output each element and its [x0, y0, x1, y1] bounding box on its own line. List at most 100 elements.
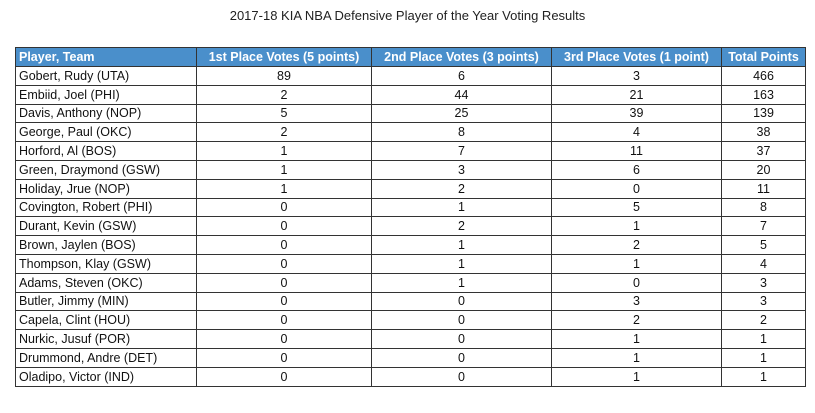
- value-cell: 11: [721, 178, 806, 199]
- value-cell: 0: [196, 272, 372, 293]
- value-cell: 6: [371, 66, 552, 86]
- player-cell: Embiid, Joel (PHI): [15, 84, 197, 105]
- value-cell: 0: [196, 366, 372, 387]
- value-cell: 3: [551, 66, 722, 86]
- value-cell: 20: [721, 159, 806, 180]
- value-cell: 1: [551, 347, 722, 368]
- value-cell: 1: [196, 178, 372, 199]
- table-row: Holiday, Jrue (NOP) 1 2 0 11: [15, 178, 806, 199]
- value-cell: 0: [371, 366, 552, 387]
- player-cell: Butler, Jimmy (MIN): [15, 291, 197, 312]
- table-row: Adams, Steven (OKC) 0 1 0 3: [15, 272, 806, 293]
- value-cell: 3: [551, 291, 722, 312]
- value-cell: 0: [196, 253, 372, 274]
- player-cell: Brown, Jaylen (BOS): [15, 235, 197, 255]
- value-cell: 2: [196, 84, 372, 105]
- player-cell: Covington, Robert (PHI): [15, 197, 197, 218]
- table-row: Covington, Robert (PHI) 0 1 5 8: [15, 197, 806, 218]
- value-cell: 37: [721, 141, 806, 161]
- value-cell: 163: [721, 84, 806, 105]
- value-cell: 2: [371, 216, 552, 237]
- value-cell: 5: [721, 235, 806, 255]
- value-cell: 0: [371, 291, 552, 312]
- player-cell: George, Paul (OKC): [15, 122, 197, 143]
- value-cell: 139: [721, 103, 806, 124]
- value-cell: 0: [371, 310, 552, 331]
- value-cell: 1: [721, 347, 806, 368]
- value-cell: 21: [551, 84, 722, 105]
- value-cell: 8: [371, 122, 552, 143]
- value-cell: 1: [371, 235, 552, 255]
- value-cell: 4: [551, 122, 722, 143]
- value-cell: 1: [721, 329, 806, 349]
- value-cell: 1: [551, 329, 722, 349]
- value-cell: 2: [196, 122, 372, 143]
- table-row: Brown, Jaylen (BOS) 0 1 2 5: [15, 235, 806, 255]
- value-cell: 1: [371, 197, 552, 218]
- table-row: Thompson, Klay (GSW) 0 1 1 4: [15, 253, 806, 274]
- column-header: Total Points: [721, 47, 806, 67]
- value-cell: 0: [196, 310, 372, 331]
- value-cell: 38: [721, 122, 806, 143]
- player-cell: Nurkic, Jusuf (POR): [15, 329, 197, 349]
- value-cell: 466: [721, 66, 806, 86]
- player-cell: Adams, Steven (OKC): [15, 272, 197, 293]
- value-cell: 1: [196, 159, 372, 180]
- value-cell: 1: [551, 366, 722, 387]
- table-row: Davis, Anthony (NOP) 5 25 39 139: [15, 103, 806, 124]
- table-row: Nurkic, Jusuf (POR) 0 0 1 1: [15, 329, 806, 349]
- player-cell: Gobert, Rudy (UTA): [15, 66, 197, 86]
- column-header: 1st Place Votes (5 points): [196, 47, 372, 67]
- player-cell: Oladipo, Victor (IND): [15, 366, 197, 387]
- value-cell: 3: [721, 272, 806, 293]
- value-cell: 11: [551, 141, 722, 161]
- table-row: Embiid, Joel (PHI) 2 44 21 163: [15, 84, 806, 105]
- column-header: Player, Team: [15, 47, 197, 67]
- player-cell: Drummond, Andre (DET): [15, 347, 197, 368]
- value-cell: 3: [371, 159, 552, 180]
- table-row: Green, Draymond (GSW) 1 3 6 20: [15, 159, 806, 180]
- value-cell: 8: [721, 197, 806, 218]
- player-cell: Horford, Al (BOS): [15, 141, 197, 161]
- table-row: Capela, Clint (HOU) 0 0 2 2: [15, 310, 806, 331]
- value-cell: 1: [196, 141, 372, 161]
- value-cell: 44: [371, 84, 552, 105]
- value-cell: 39: [551, 103, 722, 124]
- value-cell: 0: [371, 329, 552, 349]
- table-row: Durant, Kevin (GSW) 0 2 1 7: [15, 216, 806, 237]
- value-cell: 1: [371, 272, 552, 293]
- value-cell: 0: [551, 272, 722, 293]
- value-cell: 0: [196, 216, 372, 237]
- value-cell: 7: [721, 216, 806, 237]
- value-cell: 25: [371, 103, 552, 124]
- player-cell: Davis, Anthony (NOP): [15, 103, 197, 124]
- value-cell: 1: [551, 253, 722, 274]
- value-cell: 3: [721, 291, 806, 312]
- table-row: Horford, Al (BOS) 1 7 11 37: [15, 141, 806, 161]
- value-cell: 2: [551, 310, 722, 331]
- value-cell: 1: [551, 216, 722, 237]
- value-cell: 0: [551, 178, 722, 199]
- player-cell: Green, Draymond (GSW): [15, 159, 197, 180]
- column-header: 2nd Place Votes (3 points): [371, 47, 552, 67]
- table-row: George, Paul (OKC) 2 8 4 38: [15, 122, 806, 143]
- value-cell: 6: [551, 159, 722, 180]
- value-cell: 5: [551, 197, 722, 218]
- player-cell: Durant, Kevin (GSW): [15, 216, 197, 237]
- value-cell: 2: [721, 310, 806, 331]
- header-row: Player, Team 1st Place Votes (5 points) 2n…: [15, 47, 806, 67]
- value-cell: 0: [196, 329, 372, 349]
- value-cell: 1: [371, 253, 552, 274]
- value-cell: 7: [371, 141, 552, 161]
- value-cell: 0: [196, 347, 372, 368]
- table-row: Butler, Jimmy (MIN) 0 0 3 3: [15, 291, 806, 312]
- value-cell: 2: [371, 178, 552, 199]
- value-cell: 0: [196, 235, 372, 255]
- value-cell: 89: [196, 66, 372, 86]
- value-cell: 5: [196, 103, 372, 124]
- player-cell: Holiday, Jrue (NOP): [15, 178, 197, 199]
- value-cell: 2: [551, 235, 722, 255]
- value-cell: 0: [196, 291, 372, 312]
- value-cell: 4: [721, 253, 806, 274]
- value-cell: 0: [196, 197, 372, 218]
